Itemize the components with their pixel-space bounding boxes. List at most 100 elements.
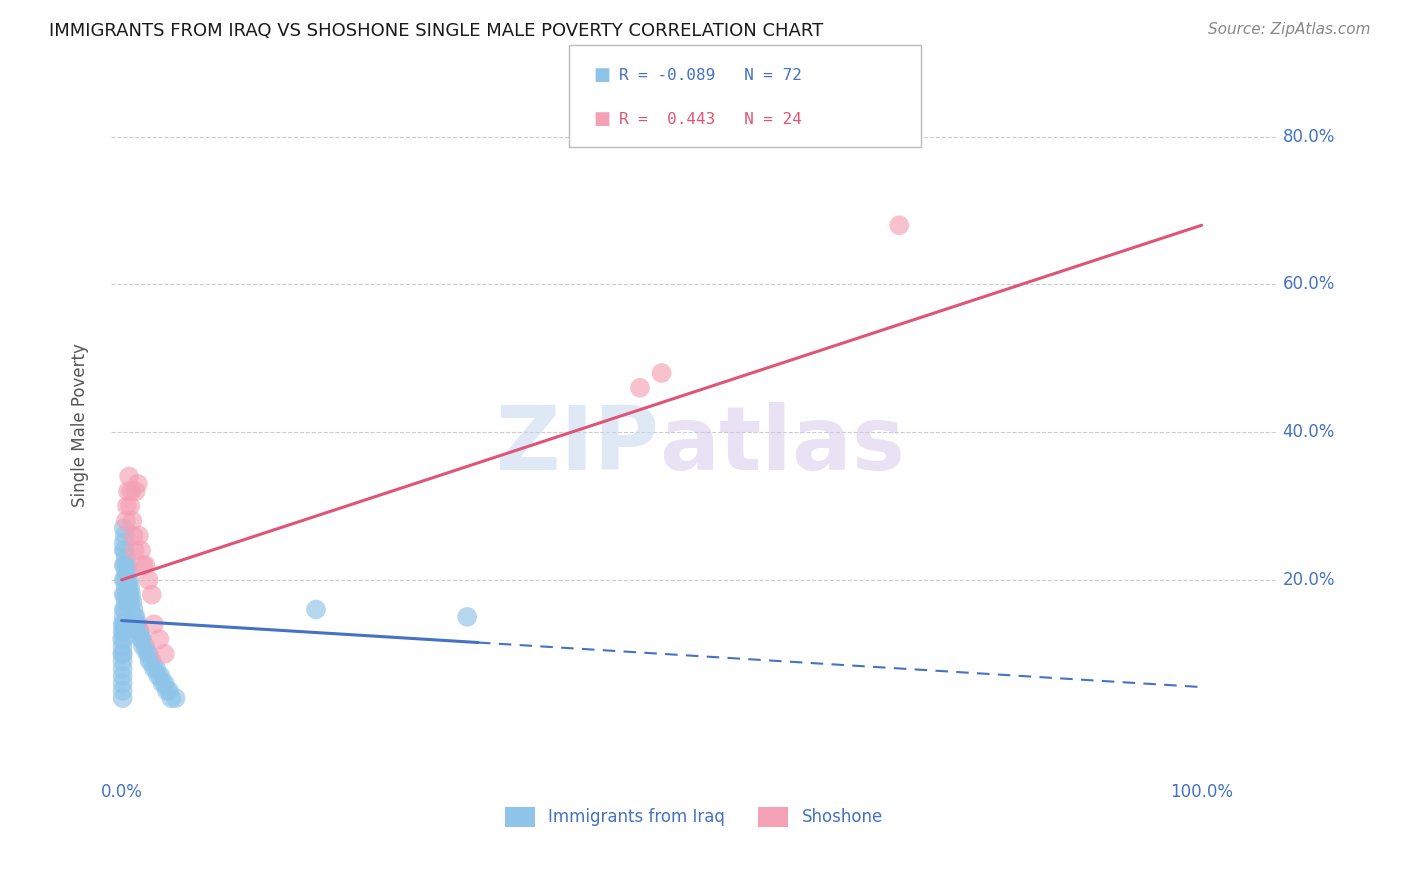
Point [132,558,155,573]
Point [456,610,478,624]
Point [143,617,166,632]
Point [115,514,138,528]
Point [120,580,142,594]
Point [118,573,141,587]
Text: 80.0%: 80.0% [1282,128,1334,145]
Point [115,580,138,594]
Point [112,558,135,573]
Point [148,669,170,683]
Text: R = -0.089   N = 72: R = -0.089 N = 72 [619,68,801,83]
Point [111,669,134,683]
Point [111,640,134,654]
Point [138,647,160,661]
Point [115,573,138,587]
Point [122,602,145,616]
Point [118,469,141,483]
Point [111,647,134,661]
Point [111,676,134,690]
Point [134,558,156,573]
Point [129,624,152,639]
Point [121,595,143,609]
Legend: Immigrants from Iraq, Shoshone: Immigrants from Iraq, Shoshone [498,801,890,833]
Point [118,588,141,602]
Point [124,610,146,624]
Point [129,543,152,558]
Point [117,566,139,580]
Point [112,543,135,558]
Point [129,632,152,646]
Point [131,632,153,646]
Point [112,610,135,624]
Point [112,617,135,632]
Point [156,683,179,698]
Text: R =  0.443   N = 24: R = 0.443 N = 24 [619,112,801,127]
Point [115,588,138,602]
Text: atlas: atlas [659,402,905,489]
Point [134,640,156,654]
Point [145,662,167,676]
Point [114,558,136,573]
Point [889,218,911,232]
Point [138,654,160,668]
Point [165,691,187,706]
Point [120,499,142,513]
Point [115,595,138,609]
Text: ■: ■ [593,111,610,128]
Text: IMMIGRANTS FROM IRAQ VS SHOSHONE SINGLE MALE POVERTY CORRELATION CHART: IMMIGRANTS FROM IRAQ VS SHOSHONE SINGLE … [49,22,824,40]
Point [112,624,135,639]
Point [112,521,135,535]
Point [128,528,150,542]
Point [120,595,142,609]
Text: ■: ■ [593,66,610,84]
Point [127,476,149,491]
Point [651,366,673,380]
Text: Source: ZipAtlas.com: Source: ZipAtlas.com [1208,22,1371,37]
Point [124,543,146,558]
Point [125,617,148,632]
Point [141,588,163,602]
Point [120,484,142,499]
Point [160,691,183,706]
Point [117,580,139,594]
Point [153,676,176,690]
Point [153,647,176,661]
Point [124,484,146,499]
Point [114,528,136,542]
Point [111,624,134,639]
Point [120,588,142,602]
Point [143,662,166,676]
Point [138,573,160,587]
Point [112,588,135,602]
Point [114,543,136,558]
Point [115,558,138,573]
Point [112,573,135,587]
Point [141,654,163,668]
Point [111,647,134,661]
Point [124,610,146,624]
Point [114,573,136,587]
Point [132,640,155,654]
Point [128,624,150,639]
Point [114,602,136,616]
Point [111,617,134,632]
Point [111,683,134,698]
Point [305,602,328,616]
Point [112,632,135,646]
Point [780,115,803,129]
Text: 20.0%: 20.0% [1282,571,1336,589]
Point [111,662,134,676]
Text: 40.0%: 40.0% [1282,423,1334,442]
Text: 60.0%: 60.0% [1282,276,1334,293]
Point [111,691,134,706]
Point [127,617,149,632]
Point [628,381,651,395]
Point [115,550,138,565]
Point [122,528,145,542]
Point [149,669,172,683]
Point [117,484,139,499]
Point [115,566,138,580]
Point [112,536,135,550]
Point [111,632,134,646]
Point [148,632,170,646]
Point [136,647,159,661]
